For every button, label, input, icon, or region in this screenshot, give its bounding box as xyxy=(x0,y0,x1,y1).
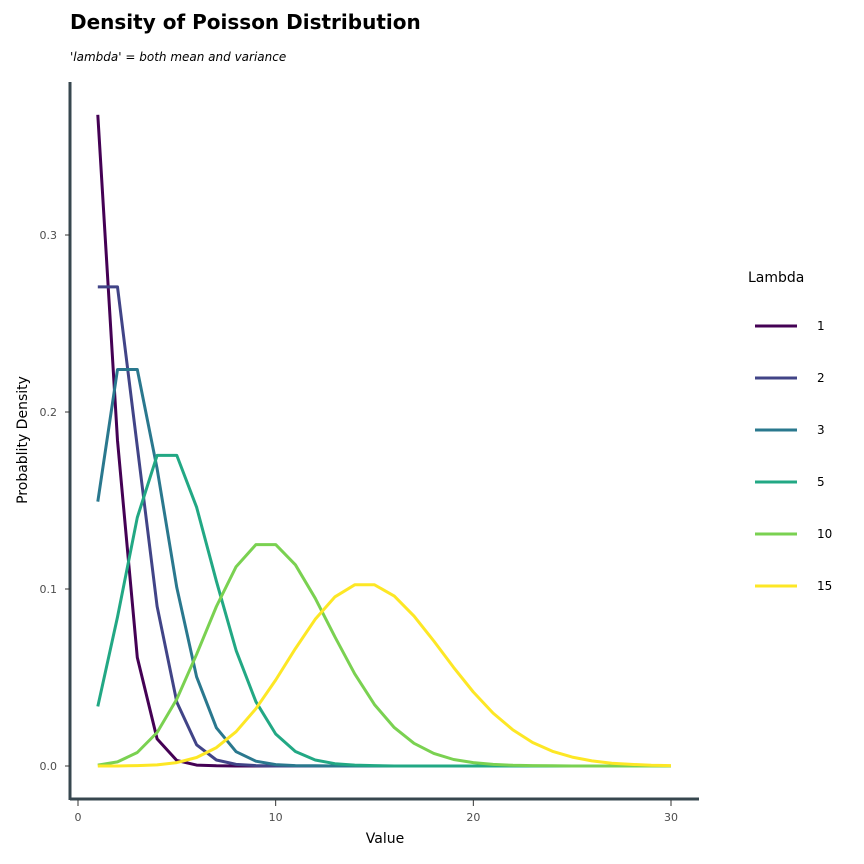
legend-label-5: 5 xyxy=(817,475,825,489)
series-line-lambda-1 xyxy=(96,114,671,768)
series-layer xyxy=(96,114,672,768)
legend-label-2: 2 xyxy=(817,371,825,385)
y-tick-label: 0.0 xyxy=(40,760,58,773)
x-axis-title: Value xyxy=(366,831,404,847)
legend-title: Lambda xyxy=(748,270,804,286)
x-tick-label: 0 xyxy=(75,811,82,824)
y-tick-label: 0.3 xyxy=(40,229,58,242)
series-line-lambda-15 xyxy=(97,583,672,768)
y-tick-label: 0.2 xyxy=(40,406,58,419)
series-line-lambda-2 xyxy=(97,285,671,768)
legend-label-3: 3 xyxy=(817,423,825,437)
x-tick-label: 30 xyxy=(664,811,678,824)
x-tick-label: 10 xyxy=(269,811,283,824)
series-line-lambda-3 xyxy=(96,368,671,768)
legend: 1 2 3 5 10 15 xyxy=(755,319,832,593)
chart-title: Density of Poisson Distribution xyxy=(70,10,421,34)
legend-label-15: 15 xyxy=(817,579,832,593)
legend-label-10: 10 xyxy=(817,527,832,541)
y-tick-label: 0.1 xyxy=(40,583,58,596)
chart-subtitle: 'lambda' = both mean and variance xyxy=(70,50,287,64)
x-tick-label: 20 xyxy=(466,811,480,824)
axes: 0.0 0.1 0.2 0.3 0 10 20 30 xyxy=(40,82,699,824)
series-line-lambda-10 xyxy=(97,543,671,768)
y-axis-title: Probablity Density xyxy=(15,376,31,504)
legend-label-1: 1 xyxy=(817,319,825,333)
